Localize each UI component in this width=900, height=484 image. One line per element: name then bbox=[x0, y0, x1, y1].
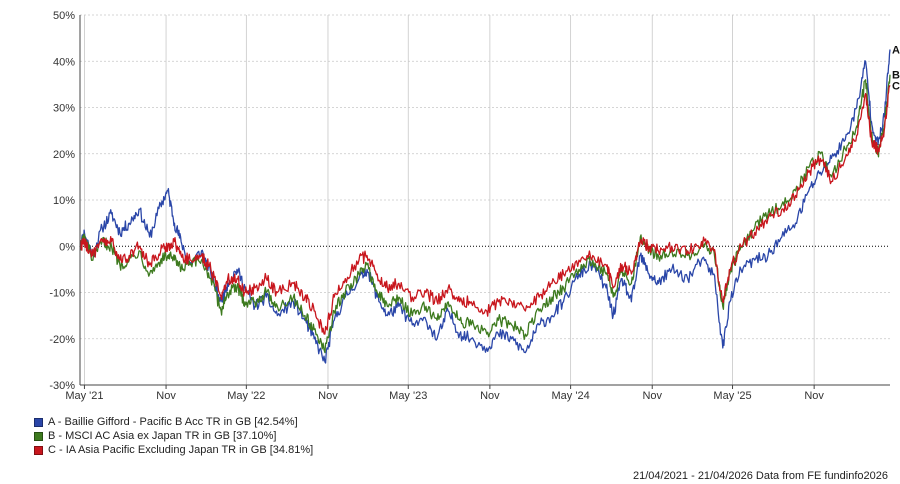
legend-swatch-c bbox=[34, 445, 43, 455]
x-tick-label: Nov bbox=[480, 390, 500, 402]
chart-end-labels: A BC bbox=[892, 45, 900, 93]
x-tick-label: May '22 bbox=[227, 390, 265, 402]
series-line-c bbox=[79, 85, 891, 335]
series-end-label-c: C bbox=[892, 80, 900, 92]
chart-legend: A - Baillie Gifford - Pacific B Acc TR i… bbox=[34, 415, 313, 457]
legend-swatch-a bbox=[34, 417, 43, 427]
x-tick-label: Nov bbox=[804, 390, 824, 402]
legend-swatch-b bbox=[34, 431, 43, 441]
series-line-a bbox=[79, 49, 891, 364]
performance-chart: A BC 50% 40% 30% 20% 10% 0% -10% -20% -30%May '21… bbox=[49, 10, 900, 402]
chart-series bbox=[79, 49, 891, 364]
chart-footer: 21/04/2021 - 21/04/2026 Data from FE fun… bbox=[632, 470, 888, 482]
x-tick-label: May '24 bbox=[552, 390, 590, 402]
legend-label-a: A - Baillie Gifford - Pacific B Acc TR i… bbox=[48, 416, 298, 428]
legend-label-b: B - MSCI AC Asia ex Japan TR in GB [37.1… bbox=[48, 430, 277, 442]
y-tick-label: 0% bbox=[59, 241, 75, 253]
chart-axes: 50% 40% 30% 20% 10% 0% -10% -20% -30%May '21 Nov M… bbox=[49, 10, 890, 402]
x-tick-label: May '23 bbox=[389, 390, 427, 402]
x-tick-label: Nov bbox=[156, 390, 176, 402]
legend-label-c: C - IA Asia Pacific Excluding Japan TR i… bbox=[48, 444, 314, 456]
x-tick-label: Nov bbox=[642, 390, 662, 402]
y-tick-label: -30% bbox=[49, 380, 75, 392]
y-tick-label: 20% bbox=[53, 149, 75, 161]
legend-item-b: B - MSCI AC Asia ex Japan TR in GB [37.1… bbox=[34, 429, 313, 443]
y-tick-label: -20% bbox=[49, 334, 75, 346]
y-tick-label: 40% bbox=[53, 56, 75, 68]
legend-item-a: A - Baillie Gifford - Pacific B Acc TR i… bbox=[34, 415, 313, 429]
series-end-label-a: A bbox=[892, 45, 900, 57]
x-tick-label: Nov bbox=[318, 390, 338, 402]
legend-item-c: C - IA Asia Pacific Excluding Japan TR i… bbox=[34, 443, 313, 457]
x-tick-label: May '25 bbox=[713, 390, 751, 402]
y-tick-label: 50% bbox=[53, 10, 75, 22]
x-tick-label: May '21 bbox=[65, 390, 103, 402]
series-end-label-b: B bbox=[892, 70, 900, 82]
y-tick-label: -10% bbox=[49, 288, 75, 300]
y-tick-label: 10% bbox=[53, 195, 75, 207]
chart-grid bbox=[80, 14, 890, 386]
y-tick-label: 30% bbox=[53, 103, 75, 115]
